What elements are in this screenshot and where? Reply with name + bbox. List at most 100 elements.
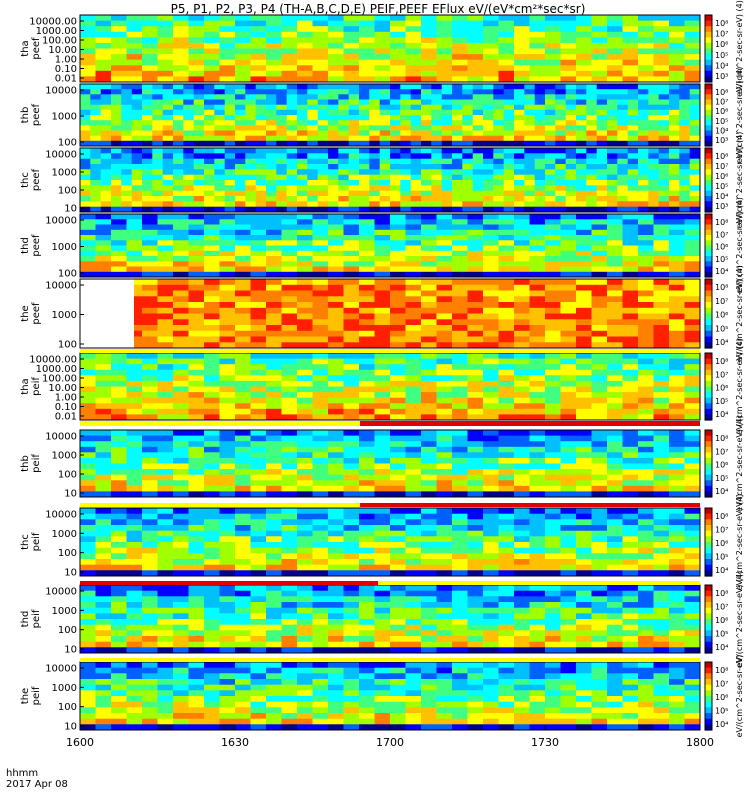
colorbar-segment xyxy=(705,536,712,540)
heatmap-cell xyxy=(591,307,608,315)
heatmap-cell xyxy=(452,15,469,22)
heatmap-cell xyxy=(545,214,562,220)
heatmap-cell xyxy=(617,174,629,181)
heatmap-cell xyxy=(328,408,345,415)
heatmap-cell xyxy=(95,607,112,614)
heatmap-cell xyxy=(359,302,376,309)
heatmap-cell xyxy=(622,353,639,360)
heatmap-cell xyxy=(405,602,422,609)
heatmap-cell xyxy=(188,536,205,543)
colorbar-segment xyxy=(705,567,712,571)
heatmap-cell xyxy=(343,542,360,549)
heatmap-cell xyxy=(379,109,391,116)
heatmap-cell xyxy=(235,54,252,61)
heatmap-cell xyxy=(529,313,546,320)
colorbar-tick-label: 10⁵ xyxy=(715,474,728,483)
heatmap-cell xyxy=(219,358,236,365)
heatmap-cell xyxy=(534,94,546,101)
heatmap-cell xyxy=(400,148,412,154)
heatmap-cell xyxy=(514,380,531,388)
heatmap-cell xyxy=(467,392,484,399)
heatmap-cell xyxy=(359,185,370,192)
heatmap-cell xyxy=(452,536,469,543)
heatmap-cell xyxy=(684,325,700,332)
heatmap-cell xyxy=(188,647,205,653)
heatmap-cell xyxy=(545,491,562,497)
heatmap-cell xyxy=(622,261,639,268)
heatmap-cell xyxy=(312,596,329,603)
heatmap-cell xyxy=(235,185,246,192)
heatmap-cell xyxy=(142,26,159,33)
heatmap-cell xyxy=(297,290,314,297)
y-tick-label: 100 xyxy=(58,548,77,559)
heatmap-cell xyxy=(359,42,376,50)
colorbar-segment xyxy=(705,339,712,343)
heatmap-cell xyxy=(679,164,691,170)
heatmap-cell xyxy=(142,525,159,532)
heatmap-cell xyxy=(266,266,283,273)
colorbar-segment xyxy=(705,148,712,152)
heatmap-cell xyxy=(545,206,556,212)
heatmap-cell xyxy=(266,330,283,338)
colorbar-segment xyxy=(705,367,712,371)
heatmap-cell xyxy=(142,480,159,487)
heatmap-cell xyxy=(638,430,655,437)
heatmap-cell xyxy=(162,190,174,197)
heatmap-cell xyxy=(193,148,205,154)
heatmap-cell xyxy=(638,130,649,137)
heatmap-cell xyxy=(421,547,438,554)
heatmap-cell xyxy=(534,104,546,111)
heatmap-cell xyxy=(297,153,308,160)
colorbar-segment xyxy=(705,455,712,459)
heatmap-cell xyxy=(441,125,453,132)
heatmap-cell xyxy=(173,65,190,72)
heatmap-cell xyxy=(627,153,639,160)
heatmap-cell xyxy=(483,386,500,393)
heatmap-cell xyxy=(576,148,587,154)
heatmap-cell xyxy=(173,31,190,38)
heatmap-cell xyxy=(348,89,360,95)
heatmap-cell xyxy=(498,414,515,420)
heatmap-cell xyxy=(266,358,283,365)
heatmap-cell xyxy=(173,553,190,560)
heatmap-cell xyxy=(188,480,205,487)
heatmap-cell xyxy=(638,290,655,297)
heatmap-cell xyxy=(343,229,360,236)
heatmap-cell xyxy=(152,104,164,111)
heatmap-cell xyxy=(669,120,680,126)
heatmap-cell xyxy=(576,469,593,476)
heatmap-cell xyxy=(131,148,143,154)
heatmap-cell xyxy=(514,375,531,382)
heatmap-cell xyxy=(421,31,438,38)
heatmap-cell xyxy=(400,206,412,212)
heatmap-cell xyxy=(529,408,546,415)
heatmap-cell xyxy=(157,42,174,50)
heatmap-cell xyxy=(591,414,608,420)
heatmap-cell xyxy=(111,446,128,453)
heatmap-cell xyxy=(421,559,438,566)
heatmap-cell xyxy=(560,430,577,437)
heatmap-cell xyxy=(142,296,159,303)
heatmap-cell xyxy=(95,261,112,268)
heatmap-cell xyxy=(560,76,577,82)
heatmap-cell xyxy=(545,174,556,181)
heatmap-cell xyxy=(560,330,577,338)
heatmap-cell xyxy=(173,120,184,126)
heatmap-cell xyxy=(188,542,205,549)
heatmap-cell xyxy=(369,125,381,132)
heatmap-cell xyxy=(328,342,345,348)
heatmap-cell xyxy=(126,414,143,420)
heatmap-cell xyxy=(462,94,474,101)
heatmap-cell xyxy=(359,624,376,631)
heatmap-cell xyxy=(653,214,670,220)
heatmap-cell xyxy=(545,135,556,142)
heatmap-cell xyxy=(219,37,236,44)
heatmap-cell xyxy=(503,99,515,106)
heatmap-cell xyxy=(483,70,500,77)
heatmap-cell xyxy=(142,585,159,592)
heatmap-cell xyxy=(193,109,205,116)
heatmap-cell xyxy=(235,619,252,626)
heatmap-cell xyxy=(405,457,422,465)
colorbar-segment xyxy=(705,313,712,317)
heatmap-cell xyxy=(204,452,221,459)
